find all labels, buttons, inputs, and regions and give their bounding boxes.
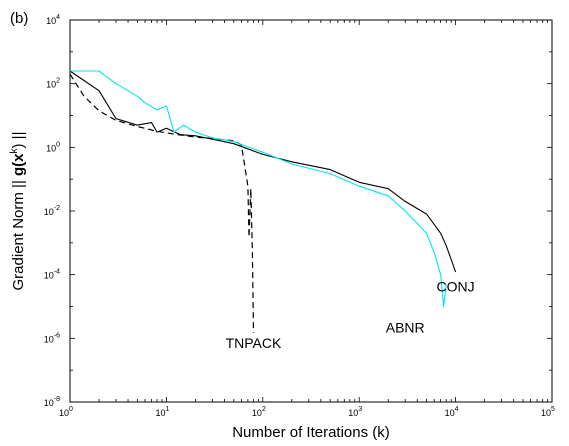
panel-label: (b) xyxy=(10,10,28,27)
y-tick-label: 10-4 xyxy=(44,269,60,281)
y-axis-label: Gradient Norm || g(xk) || xyxy=(9,132,27,291)
plot-area: 100 101 102 103 104 105 10-8 10-6 10-4 10-2 100 102… xyxy=(44,14,555,418)
x-tick-label: 103 xyxy=(348,406,362,418)
axes-frame xyxy=(69,19,553,403)
series-line-conj xyxy=(69,70,457,273)
y-axis-label-bold: g(x xyxy=(10,153,27,176)
x-tick-label: 101 xyxy=(155,406,169,418)
series-annotation-tnpack: TNPACK xyxy=(226,335,282,351)
series-annotation-conj: CONJ xyxy=(437,278,475,294)
x-tick-label: 102 xyxy=(252,406,266,418)
y-tick-label: 10-6 xyxy=(44,332,60,344)
series-line-tnpack xyxy=(69,73,255,333)
y-tick-label: 102 xyxy=(46,78,60,90)
x-tick-label: 100 xyxy=(59,406,73,418)
series-annotation-abnr: ABNR xyxy=(386,320,425,336)
y-tick-label: 100 xyxy=(46,141,60,153)
y-tick-label: 10-8 xyxy=(44,396,60,408)
y-axis-label-prefix: Gradient Norm || xyxy=(10,176,27,291)
series-line-abnr xyxy=(70,70,447,308)
x-tick-label: 104 xyxy=(445,406,459,418)
x-axis-label: Number of Iterations (k) xyxy=(232,424,390,441)
y-tick-label: 104 xyxy=(46,14,60,26)
y-tick-label: 10-2 xyxy=(44,205,60,217)
y-axis-label-sup: k xyxy=(9,147,20,153)
x-tick-label: 105 xyxy=(541,406,555,418)
y-axis-label-suffix: ) || xyxy=(10,132,27,149)
